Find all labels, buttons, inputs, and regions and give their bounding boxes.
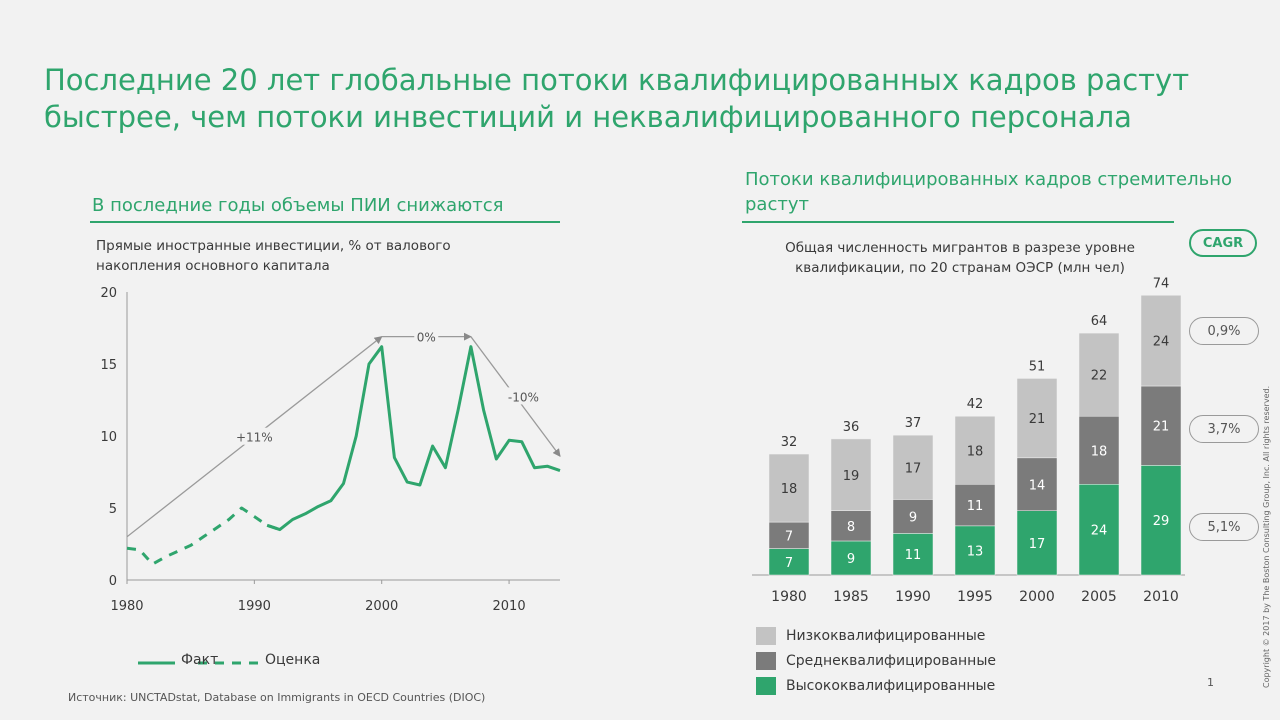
bar-total-label: 32 [781, 435, 798, 450]
bar-segment-mid-skill [830, 510, 872, 542]
bar-segment-low-skill [768, 453, 810, 523]
legend-high-skill-swatch [756, 677, 776, 695]
bar-total-label: 36 [843, 420, 860, 435]
bar-category-label: 1995 [957, 589, 993, 605]
bar-value-label: 9 [847, 552, 855, 567]
x-tick-label: 2010 [493, 599, 526, 614]
bar-total-label: 74 [1153, 276, 1170, 291]
bar-segment-mid-skill [1078, 415, 1120, 485]
left-section-heading: В последние годы объемы ПИИ снижаются [92, 195, 504, 216]
bar-total-label: 37 [905, 416, 922, 431]
source-note: Источник: UNCTADstat, Database on Immigr… [68, 691, 486, 704]
bar-value-label: 24 [1091, 524, 1108, 539]
bar-value-label: 24 [1153, 335, 1170, 350]
bar-category-label: 1990 [895, 589, 931, 605]
bar-value-label: 18 [967, 444, 984, 459]
bar-value-label: 18 [1091, 444, 1108, 459]
bar-segment-high-skill [892, 533, 934, 576]
bar-total-label: 51 [1029, 359, 1046, 374]
legend-fact-label: Факт [181, 652, 219, 668]
bar-segment-low-skill [1140, 295, 1182, 387]
left-heading-rule [90, 221, 560, 223]
x-tick-label: 2000 [365, 599, 398, 614]
bar-chart-subtitle: Общая численность мигрантов в разрезе ур… [785, 240, 1135, 276]
legend-mid-skill: Среднеквалифицированные [756, 651, 996, 671]
trend-label-bg [503, 387, 544, 405]
right-heading-rule [742, 221, 1174, 223]
copyright-note: Copyright © 2017 by The Boston Consultin… [1262, 385, 1271, 688]
bar-segment-low-skill [830, 438, 872, 511]
bar-value-label: 22 [1091, 369, 1108, 384]
legend-mid-skill-swatch [756, 652, 776, 670]
bar-segment-low-skill [892, 434, 934, 500]
bar-value-label: 8 [847, 520, 855, 535]
right-section-heading: Потоки квалифицированных кадров стремите… [745, 169, 1233, 215]
trend-label: +11% [236, 431, 273, 445]
bar-category-label: 2005 [1081, 589, 1117, 605]
legend-high-skill-label: Высококвалифицированные [786, 678, 996, 694]
bar-segment-high-skill [768, 548, 810, 576]
y-tick-label: 10 [100, 430, 117, 445]
bar-value-label: 11 [967, 499, 984, 514]
cagr-low-skill: 0,9% [1189, 317, 1259, 345]
legend-low-skill-label: Низкоквалифицированные [786, 628, 986, 644]
fact-line [266, 345, 561, 532]
trend-label: -10% [508, 390, 539, 404]
bar-segment-mid-skill [892, 499, 934, 534]
bar-segment-mid-skill [954, 484, 996, 527]
cagr-high-skill: 5,1% [1189, 513, 1259, 541]
trend-label-bg [414, 327, 439, 345]
bar-category-label: 1985 [833, 589, 869, 605]
bar-value-label: 21 [1029, 412, 1046, 427]
legend-low-skill: Низкоквалифицированные [756, 626, 985, 646]
estimate-line [126, 506, 281, 566]
legend-mid-skill-label: Среднеквалифицированные [786, 653, 997, 669]
bar-segment-low-skill [1078, 332, 1120, 417]
bar-segment-low-skill [1016, 378, 1058, 459]
bar-segment-high-skill [954, 525, 996, 576]
bar-value-label: 14 [1029, 478, 1046, 493]
bar-value-label: 29 [1153, 514, 1170, 529]
cagr-badge: CAGR [1189, 229, 1257, 257]
legend-high-skill: Высококвалифицированные [756, 676, 995, 696]
bar-value-label: 7 [785, 529, 793, 544]
bar-value-label: 21 [1153, 420, 1170, 435]
trend-label: 0% [417, 331, 436, 345]
bar-value-label: 17 [905, 461, 922, 476]
bar-segment-mid-skill [1140, 385, 1182, 466]
bar-category-label: 2000 [1019, 589, 1055, 605]
page-number: 1 [1207, 676, 1214, 689]
bar-segment-high-skill [1140, 465, 1182, 576]
bar-category-label: 1980 [771, 589, 807, 605]
bar-segment-mid-skill [768, 521, 810, 549]
fdi-line-chart: 0 5 10 15 20 1980 1990 2000 2010 +11% 0% -10% [100, 286, 561, 614]
migrants-bar-chart: 7 7 18 32 1980 9 8 19 36 1985 11 9 17 37 1990 13 11 18 42 1… [752, 276, 1185, 605]
slide-title: Последние 20 лет глобальные потоки квали… [44, 63, 1190, 134]
legend-low-skill-swatch [756, 627, 776, 645]
bar-segment-mid-skill [1016, 457, 1058, 511]
bar-total-label: 42 [967, 397, 984, 412]
bar-value-label: 13 [967, 544, 984, 559]
y-tick-label: 5 [109, 502, 117, 517]
bar-value-label: 11 [905, 548, 922, 563]
bar-total-label: 64 [1091, 314, 1108, 329]
bar-value-label: 17 [1029, 537, 1046, 552]
legend-estimate-label: Оценка [265, 652, 321, 668]
bar-segment-high-skill [1016, 510, 1058, 576]
y-tick-label: 15 [100, 358, 117, 373]
bar-segment-low-skill [954, 415, 996, 485]
x-tick-label: 1990 [238, 599, 271, 614]
line-chart-subtitle: Прямые иностранные инвестиции, % от вало… [96, 238, 451, 274]
bar-value-label: 7 [785, 556, 793, 571]
bar-value-label: 19 [843, 469, 860, 484]
y-tick-label: 20 [100, 286, 117, 301]
x-tick-label: 1980 [110, 599, 143, 614]
trend-label-bg [234, 427, 275, 445]
y-tick-label: 0 [109, 574, 117, 589]
bar-category-label: 2010 [1143, 589, 1179, 605]
cagr-mid-skill: 3,7% [1189, 415, 1259, 443]
bar-value-label: 9 [909, 510, 917, 525]
bar-value-label: 18 [781, 482, 798, 497]
